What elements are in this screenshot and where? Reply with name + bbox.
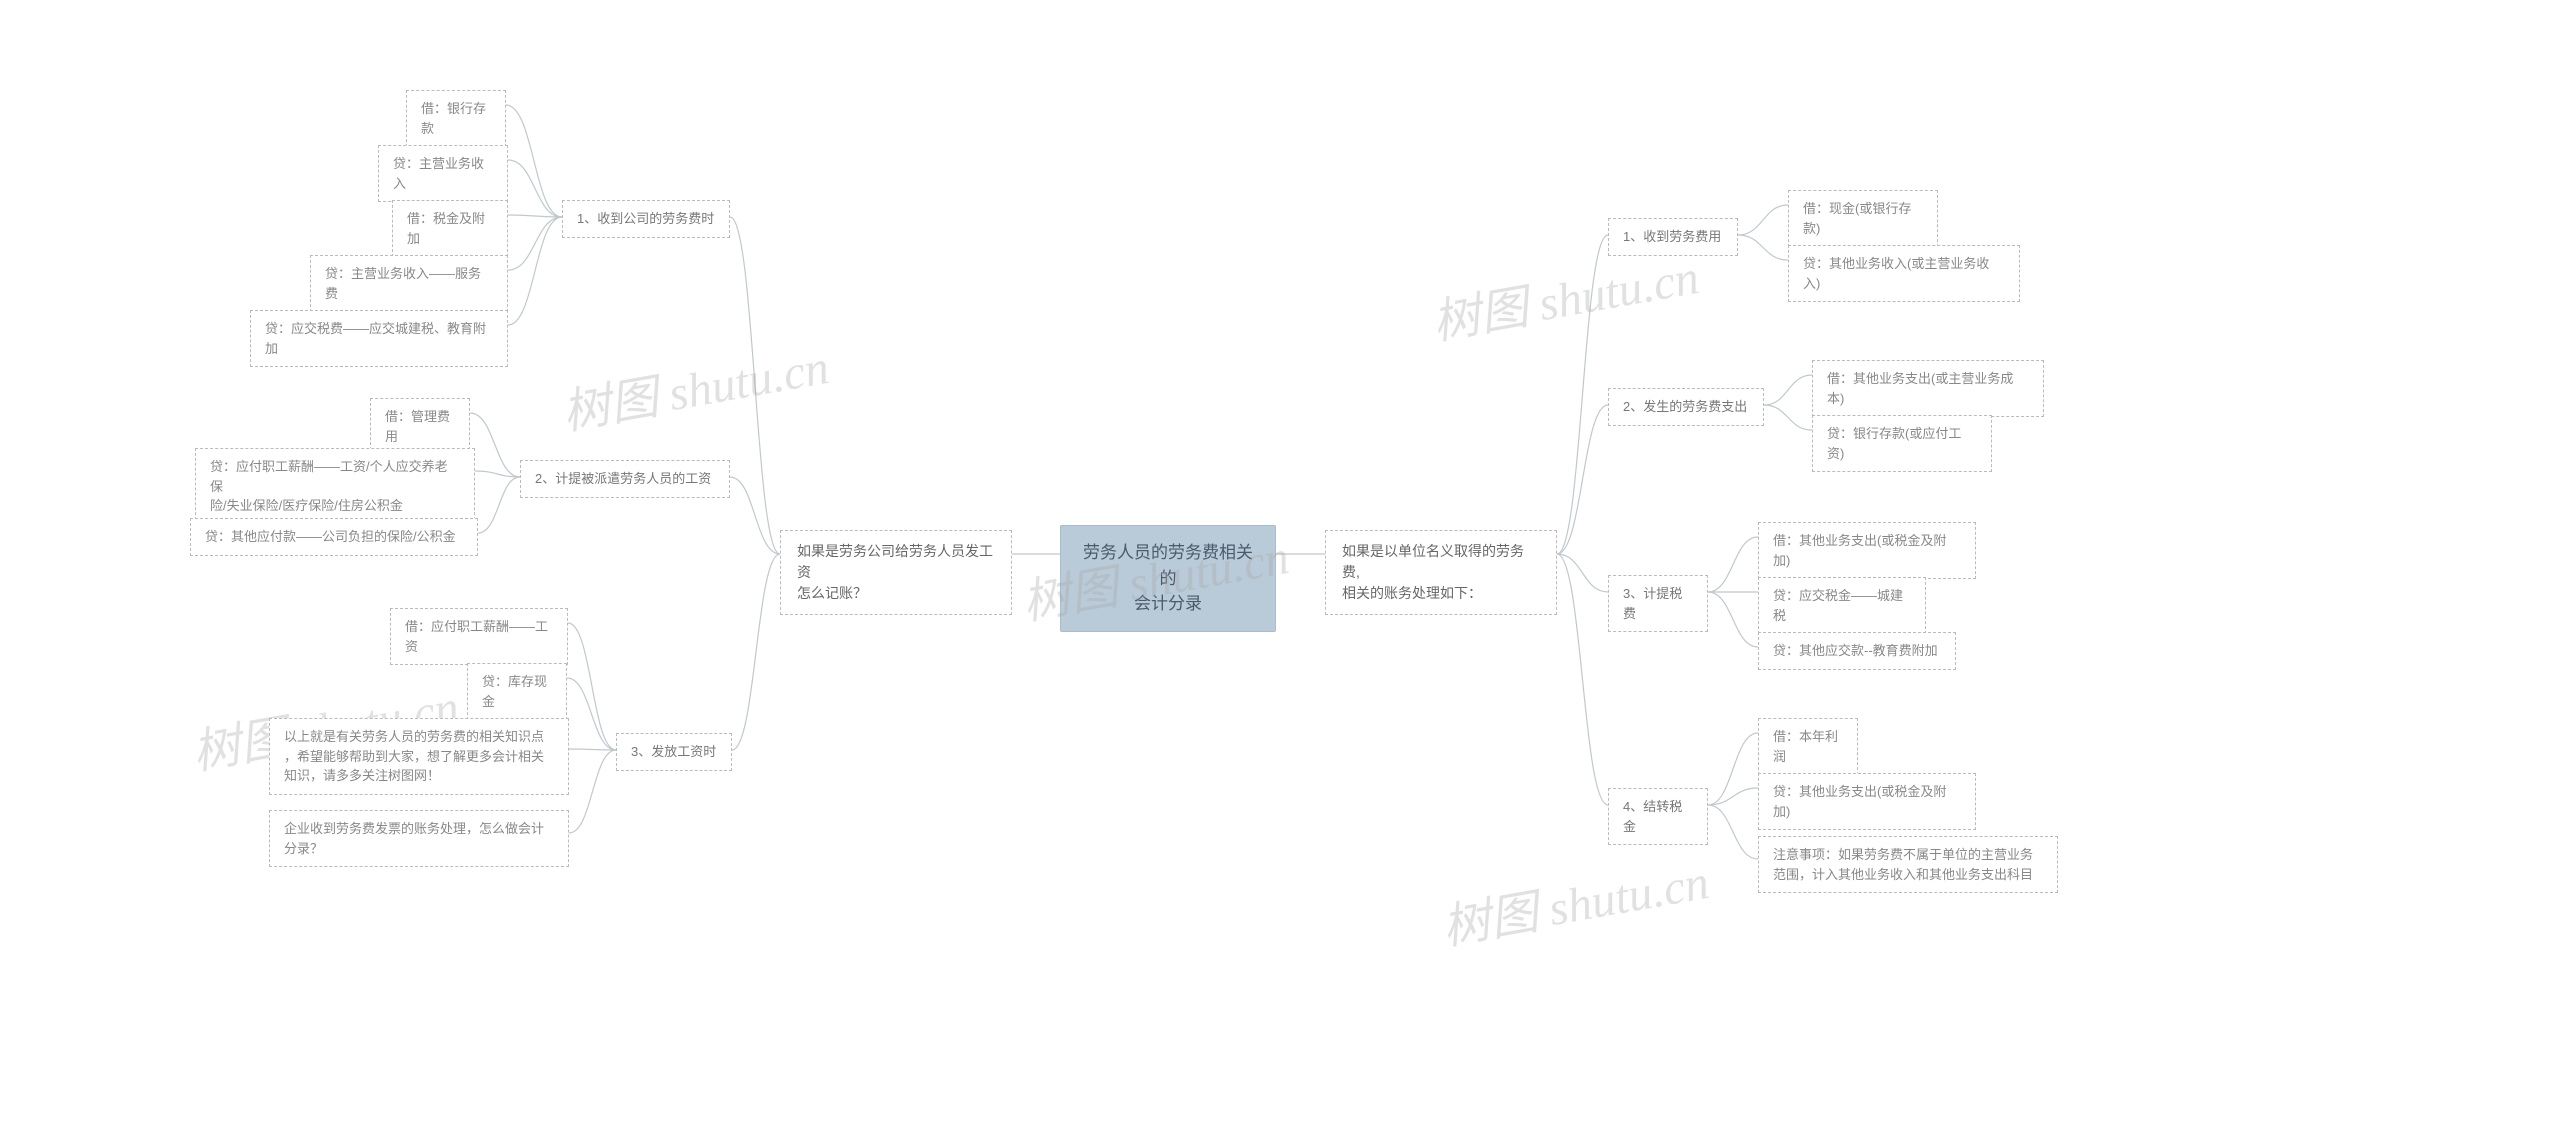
left-sub-0-leaf-0: 借：银行存款 [406, 90, 506, 147]
branch-right: 如果是以单位名义取得的劳务费, 相关的账务处理如下： [1325, 530, 1557, 615]
left-sub-1-leaf-0: 借：管理费用 [370, 398, 470, 455]
watermark-5: 树图 shutu.cn [1436, 842, 1713, 958]
branch-left: 如果是劳务公司给劳务人员发工资 怎么记账？ [780, 530, 1012, 615]
left-sub-2-leaf-1: 贷：库存现金 [467, 663, 567, 720]
left-sub-0-leaf-2: 借：税金及附加 [392, 200, 508, 257]
left-sub-0-leaf-3: 贷：主营业务收入——服务费 [310, 255, 508, 312]
right-sub-3-leaf-2: 注意事项：如果劳务费不属于单位的主营业务 范围，计入其他业务收入和其他业务支出科… [1758, 836, 2058, 893]
right-sub-3-leaf-1: 贷：其他业务支出(或税金及附加) [1758, 773, 1976, 830]
left-sub-1: 2、计提被派遣劳务人员的工资 [520, 460, 730, 498]
right-sub-0: 1、收到劳务费用 [1608, 218, 1738, 256]
right-sub-1-leaf-1: 贷：银行存款(或应付工资) [1812, 415, 1992, 472]
right-sub-2: 3、计提税费 [1608, 575, 1708, 632]
right-sub-1: 2、发生的劳务费支出 [1608, 388, 1764, 426]
right-sub-2-leaf-2: 贷：其他应交款--教育费附加 [1758, 632, 1956, 670]
left-sub-0-leaf-1: 贷：主营业务收入 [378, 145, 508, 202]
right-sub-3: 4、结转税金 [1608, 788, 1708, 845]
left-sub-2-leaf-0: 借：应付职工薪酬——工资 [390, 608, 568, 665]
right-sub-1-leaf-0: 借：其他业务支出(或主营业务成本) [1812, 360, 2044, 417]
left-sub-2-leaf-2: 以上就是有关劳务人员的劳务费的相关知识点 ，希望能够帮助到大家，想了解更多会计相… [269, 718, 569, 795]
left-sub-2-leaf-3: 企业收到劳务费发票的账务处理，怎么做会计 分录？ [269, 810, 569, 867]
right-sub-3-leaf-0: 借：本年利润 [1758, 718, 1858, 775]
root-node: 劳务人员的劳务费相关的 会计分录 [1060, 525, 1276, 632]
left-sub-0-leaf-4: 贷：应交税费——应交城建税、教育附加 [250, 310, 508, 367]
right-sub-0-leaf-1: 贷：其他业务收入(或主营业务收入) [1788, 245, 2020, 302]
left-sub-2: 3、发放工资时 [616, 733, 732, 771]
left-sub-0: 1、收到公司的劳务费时 [562, 200, 730, 238]
watermark-1: 树图 shutu.cn [556, 327, 833, 443]
right-sub-2-leaf-0: 借：其他业务支出(或税金及附加) [1758, 522, 1976, 579]
left-sub-1-leaf-1: 贷：应付职工薪酬——工资/个人应交养老保 险/失业保险/医疗保险/住房公积金 [195, 448, 475, 525]
left-sub-1-leaf-2: 贷：其他应付款——公司负担的保险/公积金 [190, 518, 478, 556]
right-sub-0-leaf-0: 借：现金(或银行存款) [1788, 190, 1938, 247]
right-sub-2-leaf-1: 贷：应交税金——城建税 [1758, 577, 1926, 634]
